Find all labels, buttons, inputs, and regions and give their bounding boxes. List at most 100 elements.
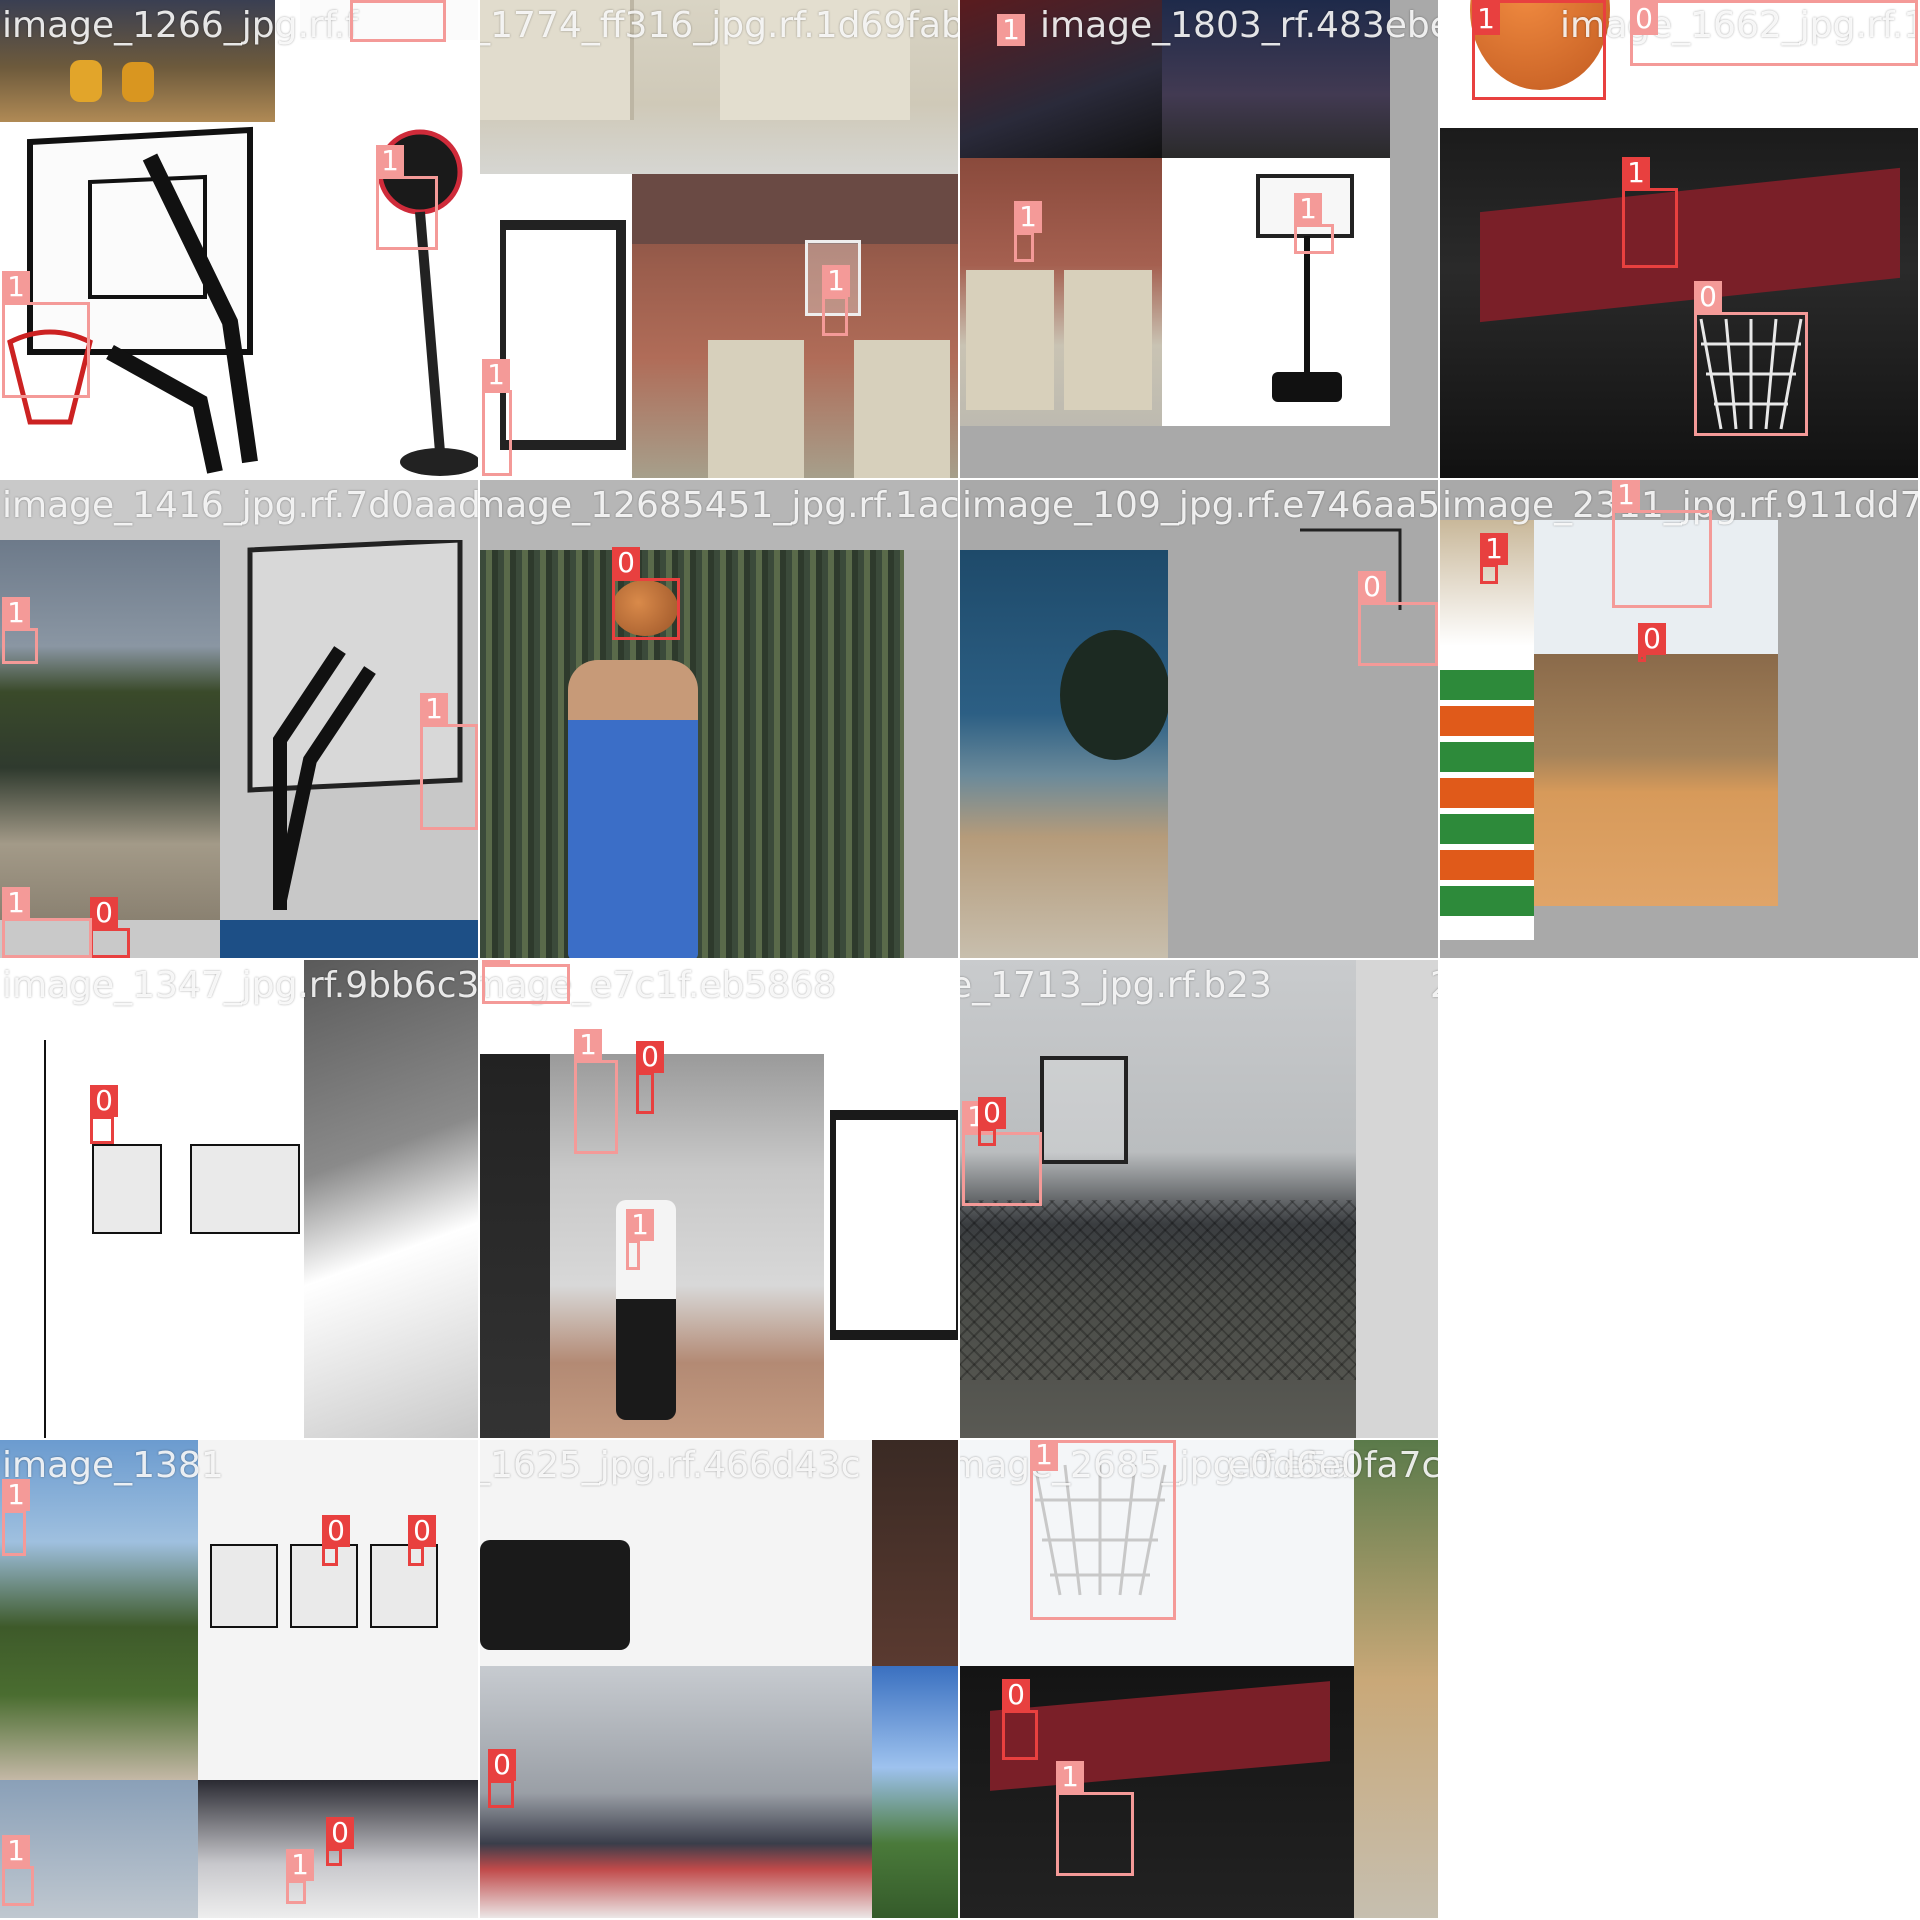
bbox-label: 0 — [1002, 1679, 1030, 1711]
bbox-label: 1 — [2, 1479, 30, 1511]
bbox-class-0: 0 — [90, 897, 130, 958]
net-drawing — [1699, 318, 1803, 430]
garage-door — [966, 270, 1054, 410]
poster-photo — [960, 0, 1162, 158]
mosaic-tile: image_109_jpg.rf.e746aa5 0 — [960, 480, 1440, 960]
bbox-class-1: 1 — [1014, 201, 1042, 262]
bbox-class-1: 1 — [2, 1835, 34, 1906]
arena-photo — [872, 1440, 958, 1666]
bbox-class-0: 0 — [1638, 623, 1666, 662]
garage-door — [708, 340, 804, 478]
mosaic-tile: image_1625_jpg.rf.466d43c 0 — [480, 1440, 960, 1920]
bbox-class-0: 1 — [1480, 533, 1508, 584]
tree-shape — [1060, 630, 1170, 760]
garage-door — [854, 340, 950, 478]
mosaic-tile: image_2311_jpg.rf.911dd7c 1 1 0 — [1440, 480, 1920, 960]
mosaic-tile: image_1713_jpg.rf.b23 27a6b0216469532 1 … — [960, 960, 1440, 1440]
tile-caption: image_1416_jpg.rf.7d0aad8 — [2, 485, 480, 526]
bbox-label: 1 — [1480, 533, 1508, 565]
bbox-label: 0 — [488, 1749, 516, 1781]
bbox-label: 1 — [1014, 201, 1042, 233]
hoop-closeup-photo — [960, 1440, 1354, 1666]
gym-wall-photo — [480, 1666, 872, 1918]
bbox-label: 1 — [1030, 1440, 1058, 1471]
bbox-class-0: 0 — [326, 1817, 354, 1866]
worksheet-figure — [190, 1144, 300, 1234]
sneaker-shape — [70, 60, 102, 102]
gym-game-photo — [1534, 654, 1778, 906]
bbox-class-0: 0 — [978, 1097, 1006, 1146]
court-side-photo — [1354, 1440, 1438, 1918]
bbox-class-1: 1 — [350, 0, 446, 42]
bbox-label: 1 — [482, 359, 510, 391]
worksheet-figure — [210, 1544, 278, 1628]
gray-panel — [904, 550, 958, 958]
bbox-label: 1 — [1472, 3, 1500, 35]
worksheet-divider — [44, 1040, 46, 1438]
mosaic-tile: image_1381 1 0 0 1 1 0 — [0, 1440, 480, 1920]
outdoor-court-photo — [0, 540, 220, 920]
bbox-class-1: 1 — [2, 887, 92, 958]
bbox-label: 0 — [326, 1817, 354, 1849]
hoop-system-drawing — [7, 126, 478, 476]
ball-shape — [612, 580, 678, 636]
bbox-label: 1 — [1056, 1761, 1084, 1793]
bbox-label: 1 — [2, 597, 30, 629]
right-panel — [1356, 960, 1438, 1438]
bbox-class-1: 1 — [1294, 193, 1334, 254]
fence-mesh — [960, 1200, 1356, 1380]
caption-bg — [300, 0, 478, 40]
portable-hoop-drawing — [1256, 174, 1354, 402]
mosaic-tile: image_1266_jpg.rf.f 1 1 1 — [0, 0, 480, 480]
bbox-class-0: 0 — [322, 1515, 350, 1566]
roof — [632, 174, 958, 244]
bbox-class-1: 1 — [2, 271, 90, 398]
player-body — [568, 660, 698, 958]
bbox-label: 1 — [420, 693, 448, 725]
mosaic-tile-empty — [1440, 1440, 1920, 1920]
frame-shape — [500, 220, 626, 450]
bbox-class-1: 1 — [2, 597, 38, 664]
bbox-label: 0 — [90, 1085, 118, 1117]
hoop-drawing — [1300, 528, 1402, 610]
hoop-base — [480, 1540, 630, 1650]
net-drawing — [1033, 1464, 1167, 1596]
bbox-label: 0 — [978, 1097, 1006, 1129]
bbox-class-1: 1 — [482, 960, 570, 1004]
bbox-class-0: 0 — [408, 1515, 436, 1566]
sky-tree-photo — [960, 550, 1168, 958]
bbox-class-1: 0 — [1694, 281, 1808, 436]
bbox-label: 1 — [376, 145, 404, 177]
bbox-class-1: 1 — [574, 1029, 618, 1154]
mosaic-tile-empty — [1440, 960, 1920, 1440]
bbox-label: 0 — [612, 547, 640, 579]
bbox-label: 1 — [574, 1029, 602, 1061]
bbox-class-1: 1 — [822, 265, 850, 336]
bbox-class-0: 0 — [1002, 1679, 1038, 1760]
mosaic-tile: image_2685_jpg.rf.e5a e0d6e0fa7c9a09ccb … — [960, 1440, 1440, 1920]
garage-door — [720, 0, 910, 120]
bbox-label: 1 — [482, 960, 510, 965]
bbox-class-0: 1 — [1622, 157, 1678, 268]
bbox-label: 1 — [286, 1849, 314, 1881]
mosaic-tile: image_e7c1f.eb5868 1 0 1 1 — [480, 960, 960, 1440]
mosaic-tile: image_1774_ff316_jpg.rf.1d69fab0 1 1 — [480, 0, 960, 480]
mosaic-tile: image_1416_jpg.rf.7d0aad8 1 0 1 1 — [0, 480, 480, 960]
bbox-label: 1 — [2, 887, 30, 919]
bbox-class-1: 1 — [962, 1101, 1042, 1206]
worksheet-figure — [92, 1144, 162, 1234]
player-photo — [1162, 0, 1390, 158]
gray-panel — [1168, 550, 1438, 958]
court-floor-photo — [0, 0, 275, 122]
bbox-label: 0 — [1358, 571, 1386, 603]
backyard-photo — [0, 1440, 198, 1780]
mosaic-tile: image_1662_jpg.rf.1ceb 1 0 1 0 1 — [1440, 0, 1920, 480]
banner-text-block — [1440, 670, 1534, 920]
bbox-class-0: 1 — [1472, 0, 1606, 100]
bbox-class-1: 1 — [2, 1479, 30, 1556]
sneaker-shape — [122, 62, 154, 102]
bbox-class-0: 0 — [612, 547, 680, 640]
bbox-label: 1 — [822, 265, 850, 297]
bbox-label: 0 — [1638, 623, 1666, 655]
mosaic-tile: image_1347_jpg.rf.9bb6c32 0 — [0, 960, 480, 1440]
